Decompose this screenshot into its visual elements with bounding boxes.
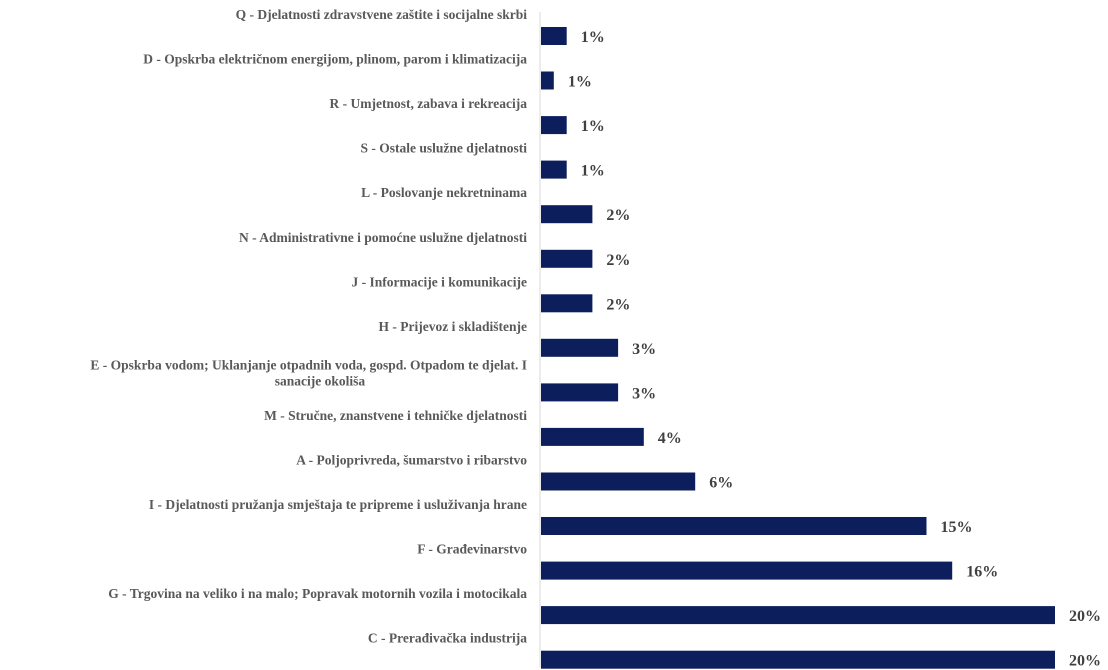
category-label-11: I - Djelatnosti pružanja smještaja te pr… <box>149 497 527 512</box>
bar-5 <box>541 249 593 268</box>
data-label-2: 1% <box>581 118 605 135</box>
data-label-14: 20% <box>1069 653 1101 670</box>
data-label-8: 3% <box>632 385 656 402</box>
category-label-5: N - Administrativne i pomoćne uslužne dj… <box>239 230 527 245</box>
data-label-5: 2% <box>606 252 630 269</box>
category-label-1: D - Opskrba električnom energijom, plino… <box>143 52 527 67</box>
category-label-8-line-0: E - Opskrba vodom; Uklanjanje otpadnih v… <box>90 357 527 372</box>
data-label-13: 20% <box>1069 608 1101 625</box>
bar-14 <box>541 650 1055 669</box>
bar-7 <box>541 338 619 357</box>
bar-8 <box>541 383 619 402</box>
bar-3 <box>541 160 567 179</box>
category-label-4: L - Poslovanje nekretninama <box>361 185 527 200</box>
bar-1 <box>541 71 554 90</box>
bar-12 <box>541 561 953 580</box>
data-label-7: 3% <box>632 341 656 358</box>
category-label-2: R - Umjetnost, zabava i rekreacija <box>330 96 528 111</box>
category-label-6: J - Informacije i komunikacije <box>352 274 527 289</box>
data-label-10: 6% <box>709 475 733 492</box>
bar-10 <box>541 472 696 491</box>
data-label-9: 4% <box>658 430 682 447</box>
bar-6 <box>541 294 593 313</box>
category-label-8-line-1: sanacije okoliša <box>275 373 366 388</box>
category-label-7: H - Prijevoz i skladištenje <box>379 319 527 334</box>
data-label-11: 15% <box>941 519 973 536</box>
category-labels-group: Q - Djelatnosti zdravstvene zaštite i so… <box>90 7 527 646</box>
data-label-0: 1% <box>581 29 605 46</box>
category-label-10: A - Poljoprivreda, šumarstvo i ribarstvo <box>296 453 527 468</box>
data-label-4: 2% <box>606 207 630 224</box>
category-label-12: F - Građevinarstvo <box>417 542 527 557</box>
bar-0 <box>541 27 567 45</box>
data-label-3: 1% <box>581 163 605 180</box>
value-labels-group: 1% 1% 1% 1% 2% 2% 2% 3% 3% 4% 6% 15% 16% 20% 20% <box>568 29 1101 670</box>
bar-2 <box>541 116 567 135</box>
bar-9 <box>541 427 644 446</box>
category-label-14: C - Prerađivačka industrija <box>368 631 527 646</box>
bar-4 <box>541 205 593 224</box>
bars-group <box>541 27 1055 669</box>
category-label-3: S - Ostale uslužne djelatnosti <box>360 141 527 156</box>
bar-11 <box>541 517 927 535</box>
category-label-9: M - Stručne, znanstvene i tehničke djela… <box>264 408 527 423</box>
category-label-0: Q - Djelatnosti zdravstvene zaštite i so… <box>236 7 528 22</box>
bar-13 <box>541 606 1055 625</box>
category-label-13: G - Trgovina na veliko i na malo; Poprav… <box>108 586 527 601</box>
data-label-1: 1% <box>568 74 592 91</box>
data-label-12: 16% <box>966 564 998 581</box>
data-label-6: 2% <box>606 296 630 313</box>
